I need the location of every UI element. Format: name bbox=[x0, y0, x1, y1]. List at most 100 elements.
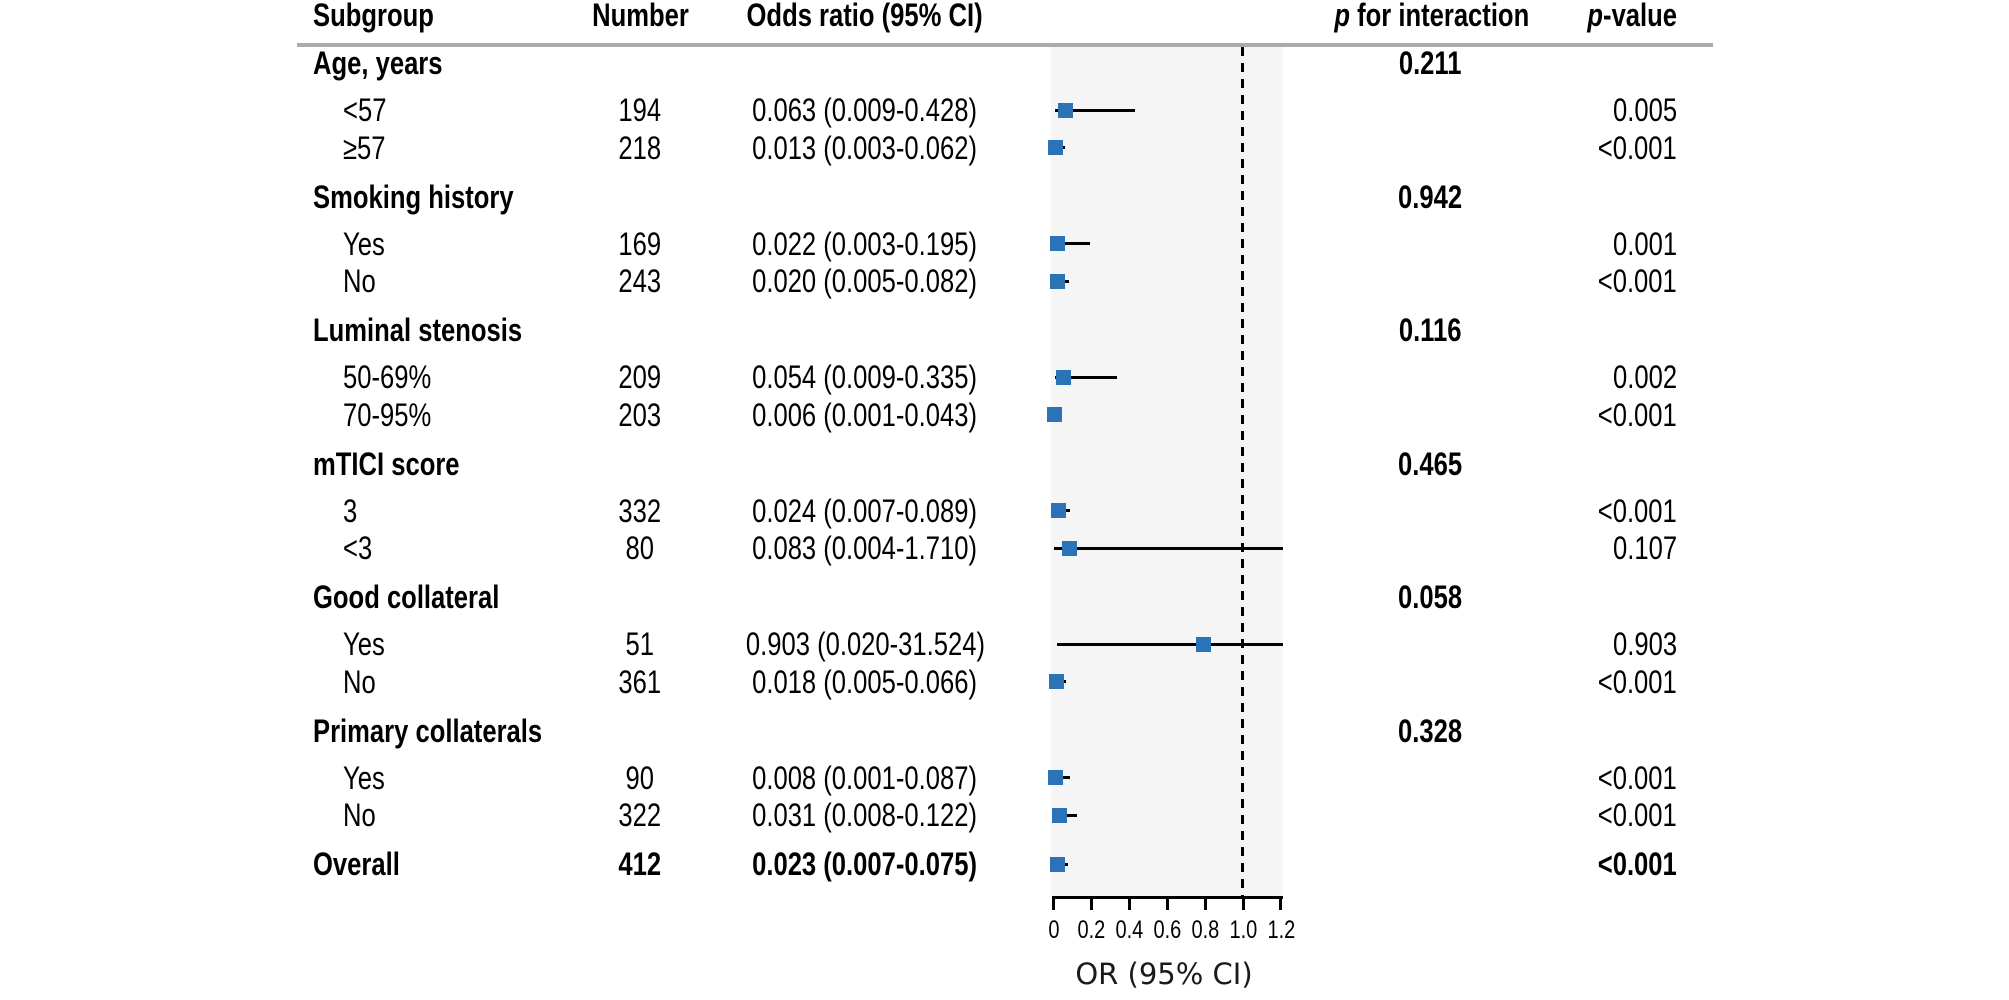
subgroup-label-text: No bbox=[343, 263, 376, 299]
subgroup-label: Overall bbox=[313, 848, 422, 880]
or-marker bbox=[1056, 369, 1072, 385]
number-value: 80 bbox=[540, 532, 740, 564]
subgroup-label: Smoking history bbox=[313, 181, 564, 213]
odds-ratio-value-text: 0.903 (0.020-31.524) bbox=[745, 626, 985, 662]
p-value-text: <0.001 bbox=[1597, 492, 1677, 529]
p-value: <0.001 bbox=[1477, 762, 1677, 794]
p-value: <0.001 bbox=[1477, 666, 1677, 698]
number-value: 194 bbox=[540, 94, 740, 126]
axis-tick bbox=[1203, 896, 1207, 910]
odds-ratio-value: 0.022 (0.003-0.195) bbox=[680, 228, 1050, 260]
subgroup-label: mTICI score bbox=[313, 448, 496, 480]
subgroup-label: Yes bbox=[343, 228, 395, 260]
number-value: 243 bbox=[540, 265, 740, 297]
odds-ratio-value-text: 0.023 (0.007-0.075) bbox=[752, 846, 978, 882]
or-marker bbox=[1047, 770, 1063, 785]
or-marker bbox=[1047, 407, 1063, 422]
subgroup-label-text: Good collateral bbox=[313, 579, 500, 615]
odds-ratio-value: 0.023 (0.007-0.075) bbox=[680, 848, 1050, 880]
axis-tick-label-text: 0.6 bbox=[1153, 916, 1182, 944]
axis-tick-label: 0 bbox=[1024, 918, 1084, 943]
p-value-text: 0.002 bbox=[1612, 359, 1677, 395]
subgroup-label-text: Yes bbox=[343, 626, 385, 662]
column-header-subgroup: Subgroup bbox=[313, 0, 434, 33]
reference-line-or-1 bbox=[1241, 47, 1244, 896]
ci-line bbox=[1054, 242, 1091, 245]
axis-tick-label-text: 1.0 bbox=[1229, 916, 1257, 944]
number-value-text: 194 bbox=[618, 92, 662, 128]
p-interaction-value-text: 0.465 bbox=[1397, 445, 1463, 482]
odds-ratio-value: 0.020 (0.005-0.082) bbox=[680, 265, 1050, 297]
axis-tick bbox=[1089, 896, 1093, 910]
odds-ratio-value: 0.054 (0.009-0.335) bbox=[680, 361, 1050, 393]
p-interaction-value-text: 0.211 bbox=[1398, 45, 1462, 81]
number-value-text: 218 bbox=[618, 129, 662, 166]
odds-ratio-value: 0.083 (0.004-1.710) bbox=[680, 532, 1050, 564]
number-value-text: 169 bbox=[618, 225, 662, 262]
subgroup-label-text: 3 bbox=[343, 492, 358, 529]
subgroup-label-text: Yes bbox=[343, 759, 385, 796]
number-value-text: 243 bbox=[618, 263, 662, 299]
axis-tick-label-text: 0.2 bbox=[1077, 916, 1106, 944]
p-value-text: <0.001 bbox=[1597, 797, 1677, 833]
or-marker bbox=[1195, 636, 1211, 652]
subgroup-label: <57 bbox=[343, 94, 397, 126]
number-value: 51 bbox=[540, 628, 740, 660]
axis-tick bbox=[1241, 896, 1245, 910]
p-value-text: <0.001 bbox=[1597, 263, 1677, 299]
or-marker bbox=[1061, 540, 1077, 556]
p-interaction-value-text: 0.058 bbox=[1397, 579, 1463, 615]
p-value: <0.001 bbox=[1477, 495, 1677, 527]
p-value-text: 0.005 bbox=[1612, 92, 1677, 128]
column-header-odds-ratio: Odds ratio (95% CI) bbox=[746, 0, 984, 33]
p-interaction-value: 0.211 bbox=[1310, 47, 1550, 79]
subgroup-label: ≥57 bbox=[343, 132, 396, 164]
subgroup-label: 50-69% bbox=[343, 361, 453, 393]
subgroup-label-text: mTICI score bbox=[313, 445, 460, 482]
number-value: 90 bbox=[540, 762, 740, 794]
axis-tick-label: 1.2 bbox=[1251, 918, 1311, 943]
p-value: <0.001 bbox=[1477, 132, 1677, 164]
axis-tick-label: 0.8 bbox=[1175, 918, 1235, 943]
subgroup-label: 70-95% bbox=[343, 399, 453, 431]
or-marker bbox=[1049, 273, 1065, 289]
axis-tick bbox=[1127, 896, 1131, 910]
subgroup-label: Yes bbox=[343, 628, 395, 660]
column-header-p-value: p-value bbox=[1587, 0, 1677, 33]
number-value: 361 bbox=[540, 666, 740, 698]
p-value: <0.001 bbox=[1477, 399, 1677, 431]
odds-ratio-value: 0.018 (0.005-0.066) bbox=[680, 666, 1050, 698]
axis-tick-label: 0.2 bbox=[1061, 918, 1121, 943]
odds-ratio-value-text: 0.018 (0.005-0.066) bbox=[752, 663, 978, 700]
p-interaction-value: 0.116 bbox=[1310, 314, 1550, 346]
number-value-text: 90 bbox=[625, 759, 655, 796]
subgroup-label-text: <57 bbox=[343, 92, 387, 128]
odds-ratio-value-text: 0.022 (0.003-0.195) bbox=[752, 225, 978, 262]
number-value-text: 412 bbox=[618, 846, 662, 882]
axis-tick-label-text: 1.2 bbox=[1266, 916, 1295, 944]
number-value-text: 322 bbox=[618, 797, 662, 833]
subgroup-label-text: <3 bbox=[343, 530, 373, 566]
or-marker bbox=[1049, 674, 1065, 689]
axis-tick-label-text: 0.4 bbox=[1115, 916, 1144, 944]
odds-ratio-value: 0.008 (0.001-0.087) bbox=[680, 762, 1050, 794]
number-value: 412 bbox=[540, 848, 740, 880]
subgroup-label: 3 bbox=[343, 495, 361, 527]
p-value-text: <0.001 bbox=[1597, 846, 1677, 882]
axis-tick bbox=[1165, 896, 1169, 910]
number-value: 169 bbox=[540, 228, 740, 260]
subgroup-label-text: Overall bbox=[313, 846, 400, 882]
p-value-text: <0.001 bbox=[1597, 129, 1677, 166]
p-value-text: 0.903 bbox=[1612, 626, 1677, 662]
odds-ratio-value-text: 0.031 (0.008-0.122) bbox=[752, 797, 978, 833]
subgroup-label-text: 70-95% bbox=[343, 396, 432, 433]
odds-ratio-value-text: 0.006 (0.001-0.043) bbox=[752, 396, 978, 433]
ci-line bbox=[1054, 546, 1283, 550]
odds-ratio-value-text: 0.020 (0.005-0.082) bbox=[752, 263, 978, 299]
axis-tick-label: 0.6 bbox=[1137, 918, 1197, 943]
odds-ratio-value-text: 0.083 (0.004-1.710) bbox=[752, 530, 978, 566]
number-value: 322 bbox=[540, 799, 740, 831]
p-interaction-value-text: 0.328 bbox=[1397, 712, 1463, 749]
ci-line bbox=[1055, 108, 1135, 112]
axis-tick-label: 0.4 bbox=[1099, 918, 1159, 943]
